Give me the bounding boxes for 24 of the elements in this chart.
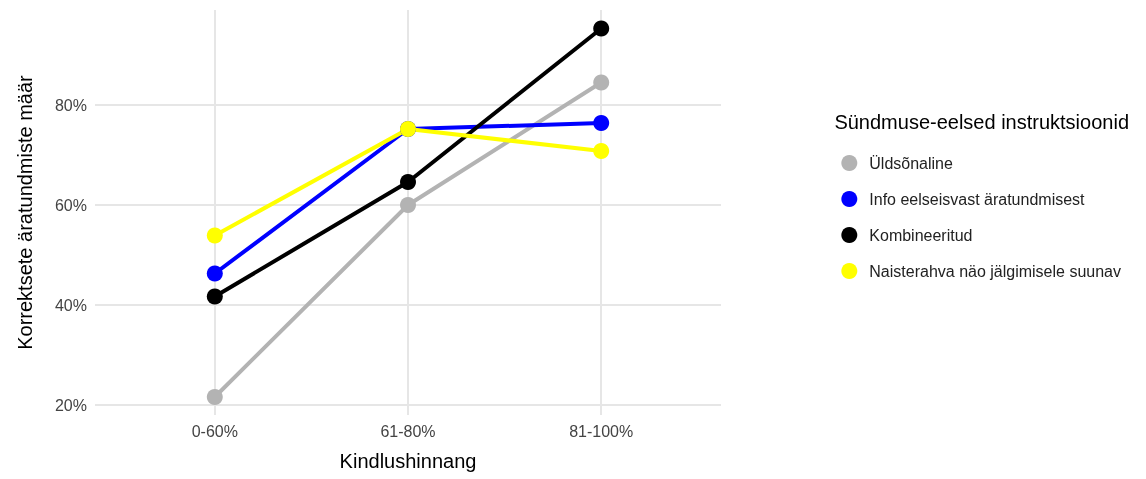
x-axis-title: Kindlushinnang xyxy=(339,450,477,472)
y-tick-label: 60% xyxy=(54,196,87,214)
y-axis-title: Korrektsete äratundmiste määr xyxy=(14,74,36,350)
y-tick-label: 80% xyxy=(54,96,87,114)
y-tick-label: 20% xyxy=(54,396,87,414)
point xyxy=(593,20,610,37)
point xyxy=(206,389,223,405)
point xyxy=(593,115,610,131)
point xyxy=(206,227,223,244)
legend-label: Naisterahva näo jälgimisele suunav xyxy=(869,262,1122,280)
point xyxy=(206,265,223,282)
point xyxy=(593,143,610,159)
y-tick-label: 40% xyxy=(54,296,87,314)
x-tick-label: 0-60% xyxy=(191,422,238,440)
point xyxy=(400,174,416,190)
legend-label: Kombineeritud xyxy=(869,226,973,244)
legend-label: Info eelseisvast äratundmisest xyxy=(869,190,1086,208)
x-tick-label: 81-100% xyxy=(569,422,634,440)
point xyxy=(593,74,610,91)
point xyxy=(400,197,416,213)
legend-label: Üldsõnaline xyxy=(869,154,954,172)
x-tick-label: 61-80% xyxy=(380,422,436,440)
point xyxy=(206,288,223,305)
legend-title: Sündmuse-eelsed instruktsioonid xyxy=(834,111,1129,133)
